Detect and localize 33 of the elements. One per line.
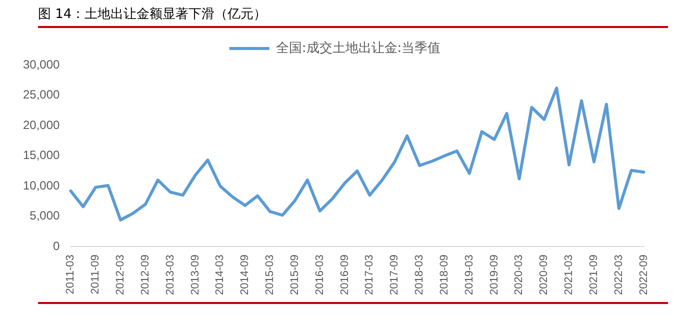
x-tick-label: 2013-03 <box>164 254 176 296</box>
x-tick-label: 2011-03 <box>64 254 77 294</box>
y-tick-label: 25,000 <box>23 88 60 102</box>
x-tick-label: 2012-09 <box>139 254 152 296</box>
x-tick-label: 2018-09 <box>438 254 450 296</box>
legend-label: 全国:成交土地出让金:当季值 <box>276 40 441 56</box>
x-tick-label: 2012-03 <box>114 254 127 296</box>
x-tick-label: 2022-03 <box>612 254 625 296</box>
x-tick-label: 2014-03 <box>214 254 226 296</box>
x-tick-label: 2021-03 <box>563 254 576 296</box>
x-tick-label: 2019-03 <box>463 254 476 296</box>
x-tick-label: 2020-03 <box>513 254 526 296</box>
x-tick-label: 2013-09 <box>189 254 202 296</box>
x-tick-label: 2019-09 <box>488 254 500 296</box>
y-tick-label: 0 <box>53 238 60 253</box>
x-tick-label: 2015-09 <box>288 254 301 296</box>
y-tick-label: 30,000 <box>23 57 60 72</box>
x-tick-label: 2021-09 <box>588 254 600 296</box>
x-tick-label: 2015-03 <box>264 254 276 296</box>
x-tick-label: 2011-09 <box>90 254 102 294</box>
y-tick-label: 15,000 <box>23 148 60 162</box>
x-tick-label: 2020-09 <box>538 254 550 296</box>
y-tick-label: 5,000 <box>30 208 60 223</box>
chart-title: 图 14：土地出让金额显著下滑（亿元） <box>38 4 668 28</box>
y-tick-label: 10,000 <box>23 178 60 192</box>
x-tick-label: 2016-03 <box>314 254 326 296</box>
x-tick-label: 2016-09 <box>338 254 351 296</box>
y-tick-label: 20,000 <box>23 118 60 132</box>
x-tick-label: 2018-03 <box>414 254 426 296</box>
x-tick-label: 2017-03 <box>364 254 376 296</box>
x-tick-label: 2017-09 <box>388 254 401 296</box>
x-tick-label: 2014-09 <box>239 254 252 296</box>
x-tick-label: 2022-09 <box>638 254 650 296</box>
